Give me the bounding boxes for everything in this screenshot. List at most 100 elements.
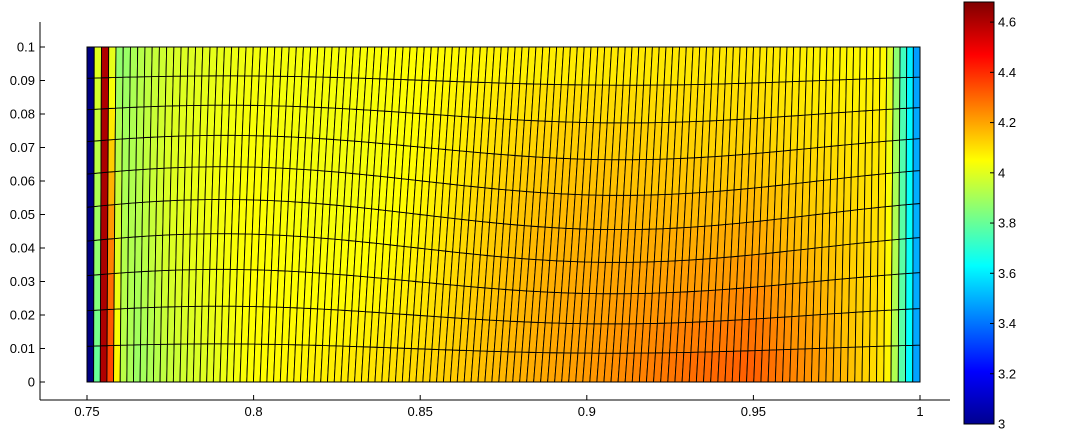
mesh-cell	[891, 204, 900, 241]
mesh-cell	[146, 306, 156, 346]
mesh-cell	[129, 76, 138, 108]
mesh-cell	[854, 311, 864, 348]
mesh-cell	[892, 77, 901, 110]
y-tick-label: 0	[28, 375, 35, 390]
mesh-cell	[858, 110, 867, 145]
mesh-cell	[892, 139, 900, 174]
mesh-cell	[86, 172, 95, 208]
mesh-cell	[136, 76, 145, 108]
mesh-cell	[826, 279, 836, 315]
plot-frame	[86, 46, 921, 383]
x-tick-label: 0.85	[408, 404, 433, 419]
mesh-cell	[86, 206, 95, 242]
mesh-cell	[122, 76, 131, 109]
mesh-cell	[106, 344, 115, 383]
mesh-cell	[899, 107, 907, 141]
mesh-cell	[858, 78, 867, 112]
colorbar: 3 3.2 3.4 3.6 3.8 4 4.2 4.4 4.6	[963, 1, 1016, 432]
mesh-cell	[106, 272, 115, 310]
mesh-cell	[836, 144, 846, 180]
y-tick-label: 0.04	[10, 241, 35, 256]
mesh-cell	[877, 206, 886, 242]
mesh-cell	[187, 46, 197, 77]
mesh-cell	[829, 178, 838, 214]
mesh-cell	[870, 173, 880, 209]
mesh-cell	[825, 347, 835, 383]
mesh-cell	[843, 143, 853, 179]
mesh-cell	[833, 312, 843, 349]
mesh-cell	[878, 108, 887, 143]
mesh-cell	[855, 276, 864, 313]
mesh-cell	[151, 46, 160, 78]
mesh-cell	[164, 75, 174, 107]
mesh-cell	[113, 308, 122, 346]
mesh-cell	[859, 46, 868, 80]
mesh-cell	[843, 176, 852, 212]
mesh-cell	[93, 205, 102, 241]
mesh-cell	[113, 237, 122, 274]
mesh-cell	[819, 313, 828, 349]
mesh-cell	[905, 344, 914, 383]
mesh-cell	[912, 46, 921, 78]
mesh-cell	[169, 199, 178, 236]
mesh-cell	[166, 306, 176, 345]
mesh-cell	[148, 200, 157, 237]
mesh-cell	[157, 105, 166, 138]
mesh-cell	[906, 46, 914, 78]
mesh-cell	[912, 308, 921, 346]
mesh-cell	[898, 204, 907, 240]
mesh-cell	[865, 46, 874, 80]
mesh-cell	[839, 346, 849, 383]
mesh-cell	[152, 343, 162, 383]
mesh-cell	[135, 106, 145, 139]
mesh-cell	[114, 170, 123, 205]
mesh-cell	[128, 137, 137, 171]
mesh-cell	[885, 140, 894, 175]
mesh-cell	[107, 204, 116, 240]
mesh-cell	[172, 75, 181, 107]
mesh-cell	[840, 312, 850, 348]
colorbar-tick-label: 4.2	[998, 115, 1016, 130]
mesh-cell	[905, 237, 914, 275]
mesh-cell	[876, 309, 885, 347]
mesh-cell	[822, 179, 831, 215]
mesh-cell	[842, 210, 852, 246]
mesh-cell	[898, 171, 907, 206]
mesh-cell	[855, 242, 865, 279]
mesh-cell	[170, 135, 180, 169]
y-tick-label: 0.07	[10, 140, 35, 155]
y-tick-label: 0.01	[10, 341, 35, 356]
mesh-cell	[898, 238, 907, 275]
mesh-cell	[136, 46, 146, 78]
x-tick-label: 0.8	[245, 404, 263, 419]
mesh-cell	[128, 106, 138, 139]
mesh-cell	[93, 46, 102, 79]
mesh-cell	[93, 108, 102, 142]
colorbar-tick-label: 3.2	[998, 366, 1016, 381]
x-tick-label: 0.75	[74, 404, 99, 419]
mesh-cell	[93, 345, 101, 383]
mesh-cell	[828, 211, 838, 247]
colorbar-tick-label: 4	[998, 165, 1005, 180]
mesh-cell	[93, 309, 101, 347]
mesh-cell	[890, 345, 899, 383]
mesh-cell	[107, 76, 117, 109]
mesh-cell	[93, 172, 102, 207]
mesh-cell	[876, 274, 886, 312]
mesh-cell	[912, 76, 921, 109]
mesh-cell	[905, 170, 914, 206]
mesh-cell	[100, 46, 110, 79]
mesh-cell	[150, 75, 160, 108]
y-tick-label: 0.03	[10, 274, 35, 289]
y-tick-label: 0.08	[10, 107, 35, 122]
mesh-cell	[849, 209, 858, 245]
mesh-cell	[819, 279, 829, 316]
mesh-cell	[158, 46, 168, 77]
mesh-cell	[912, 138, 921, 172]
mesh-cell	[848, 243, 858, 279]
mesh-cell	[884, 205, 893, 242]
mesh-cell	[120, 308, 129, 346]
mesh-cell	[851, 78, 861, 113]
mesh-cell	[107, 171, 116, 206]
mesh-cell	[93, 77, 102, 110]
